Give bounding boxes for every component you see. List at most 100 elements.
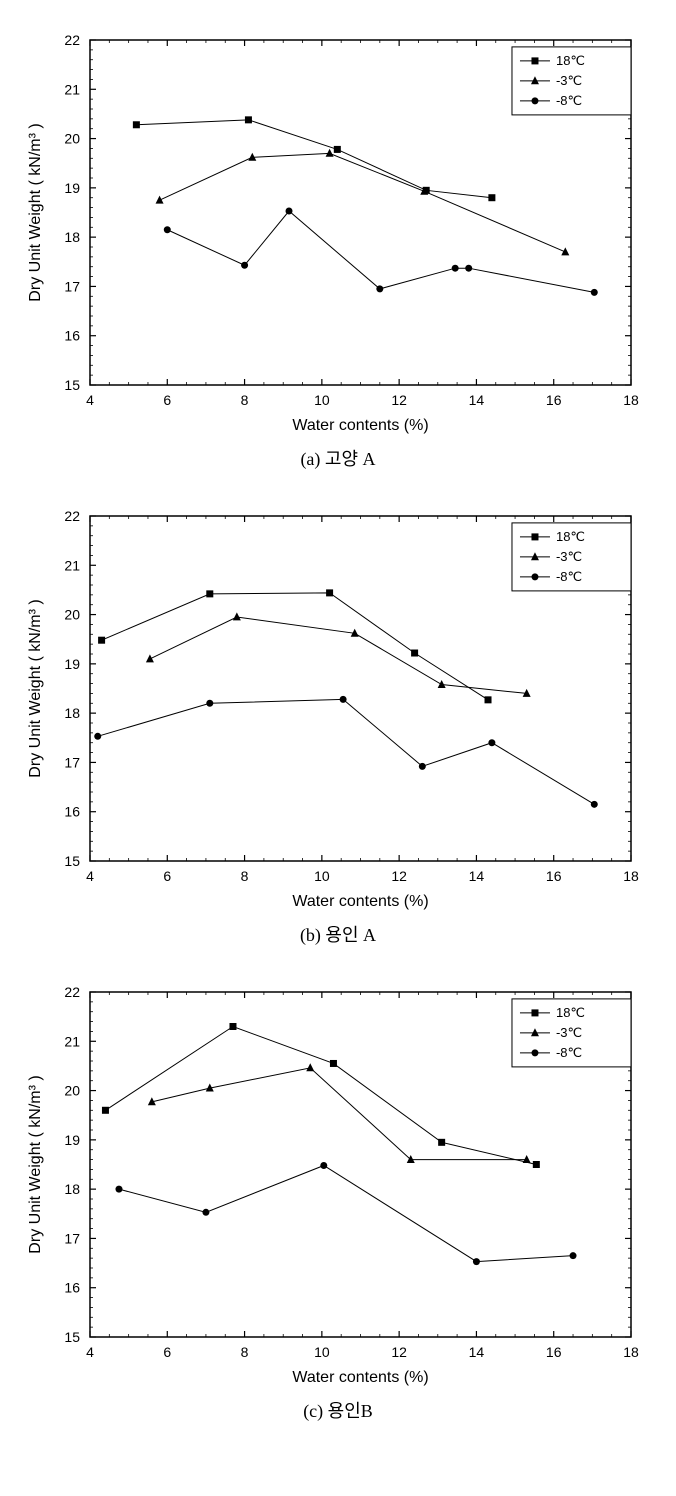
series-line <box>152 1068 527 1160</box>
data-point <box>164 226 171 233</box>
legend-label: -8℃ <box>556 569 582 584</box>
data-point <box>570 1252 577 1259</box>
series-line <box>105 1027 536 1165</box>
y-tick-label: 17 <box>64 1230 80 1246</box>
legend-label: -3℃ <box>556 1025 582 1040</box>
y-axis-label: Dry Unit Weight ( kN/m³ ) <box>27 599 44 777</box>
x-tick-label: 4 <box>86 868 94 884</box>
data-point <box>320 1162 327 1169</box>
chart-caption: (b) 용인 A <box>20 921 656 947</box>
x-tick-label: 14 <box>469 392 485 408</box>
data-point <box>286 208 293 215</box>
data-point <box>102 1107 109 1114</box>
data-point <box>533 1161 540 1168</box>
y-tick-label: 18 <box>64 229 80 245</box>
y-tick-label: 19 <box>64 180 80 196</box>
data-point <box>334 146 341 153</box>
x-tick-label: 6 <box>163 392 171 408</box>
data-point <box>330 1060 337 1067</box>
data-point <box>376 285 383 292</box>
legend-label: 18℃ <box>556 529 585 544</box>
x-tick-label: 12 <box>391 1344 407 1360</box>
y-tick-label: 20 <box>64 607 80 623</box>
y-tick-label: 17 <box>64 754 80 770</box>
legend: 18℃ -3℃ -8℃ <box>512 999 631 1067</box>
x-axis-label: Water contents (%) <box>292 417 428 434</box>
y-tick-label: 22 <box>64 32 80 48</box>
x-axis-label: Water contents (%) <box>292 893 428 910</box>
data-point <box>419 763 426 770</box>
y-tick-label: 18 <box>64 1181 80 1197</box>
x-tick-label: 8 <box>241 392 249 408</box>
y-tick-label: 21 <box>64 1033 80 1049</box>
data-point <box>326 589 333 596</box>
y-tick-label: 18 <box>64 705 80 721</box>
chart-panel: 46810121416181516171819202122Water conte… <box>20 20 656 471</box>
y-tick-label: 16 <box>64 1280 80 1296</box>
data-point <box>133 121 140 128</box>
x-tick-label: 14 <box>469 868 485 884</box>
data-point <box>488 194 495 201</box>
data-point <box>485 696 492 703</box>
y-tick-label: 15 <box>64 853 80 869</box>
x-tick-label: 12 <box>391 392 407 408</box>
data-point <box>98 637 105 644</box>
x-tick-label: 14 <box>469 1344 485 1360</box>
data-point <box>245 116 252 123</box>
y-tick-label: 15 <box>64 1329 80 1345</box>
x-tick-label: 4 <box>86 1344 94 1360</box>
data-point <box>591 801 598 808</box>
x-tick-label: 10 <box>314 392 330 408</box>
data-point <box>340 696 347 703</box>
data-point <box>326 149 334 157</box>
data-point <box>306 1063 314 1071</box>
x-tick-label: 18 <box>623 392 639 408</box>
legend-label: 18℃ <box>556 53 585 68</box>
data-point <box>146 654 154 662</box>
x-tick-label: 16 <box>546 868 562 884</box>
y-tick-label: 20 <box>64 1083 80 1099</box>
y-tick-label: 22 <box>64 984 80 1000</box>
legend-label: -3℃ <box>556 549 582 564</box>
y-tick-label: 17 <box>64 278 80 294</box>
legend: 18℃-3℃-8℃ <box>512 47 631 115</box>
data-point <box>156 196 164 204</box>
x-tick-label: 18 <box>623 1344 639 1360</box>
x-tick-label: 16 <box>546 1344 562 1360</box>
data-point <box>241 262 248 269</box>
data-point <box>523 1155 531 1163</box>
data-point <box>473 1258 480 1265</box>
chart-caption: (c) 용인B <box>20 1397 656 1423</box>
chart-panel: 46810121416181516171819202122Water conte… <box>20 496 656 947</box>
x-tick-label: 10 <box>314 1344 330 1360</box>
series-line <box>119 1165 573 1261</box>
legend-label: -3℃ <box>556 73 582 88</box>
x-tick-label: 8 <box>241 1344 249 1360</box>
data-point <box>206 700 213 707</box>
legend: 18℃ -3℃ -8℃ <box>512 523 631 591</box>
data-point <box>115 1186 122 1193</box>
data-point <box>229 1023 236 1030</box>
y-tick-label: 19 <box>64 1132 80 1148</box>
x-tick-label: 16 <box>546 392 562 408</box>
legend-label: -8℃ <box>556 1045 582 1060</box>
y-axis-label: Dry Unit Weight ( kN/m³ ) <box>27 123 44 301</box>
chart: 46810121416181516171819202122Water conte… <box>20 496 656 916</box>
data-point <box>591 289 598 296</box>
legend-label: 18℃ <box>556 1005 585 1020</box>
y-tick-label: 20 <box>64 131 80 147</box>
chart: 46810121416181516171819202122Water conte… <box>20 20 656 440</box>
x-tick-label: 6 <box>163 1344 171 1360</box>
y-tick-label: 21 <box>64 557 80 573</box>
data-point <box>233 612 241 620</box>
data-point <box>465 265 472 272</box>
x-tick-label: 18 <box>623 868 639 884</box>
y-tick-label: 15 <box>64 377 80 393</box>
x-tick-label: 8 <box>241 868 249 884</box>
data-point <box>561 247 569 255</box>
data-point <box>438 680 446 688</box>
series-line <box>160 153 566 252</box>
data-point <box>488 739 495 746</box>
series-line <box>150 617 527 693</box>
data-point <box>407 1155 415 1163</box>
